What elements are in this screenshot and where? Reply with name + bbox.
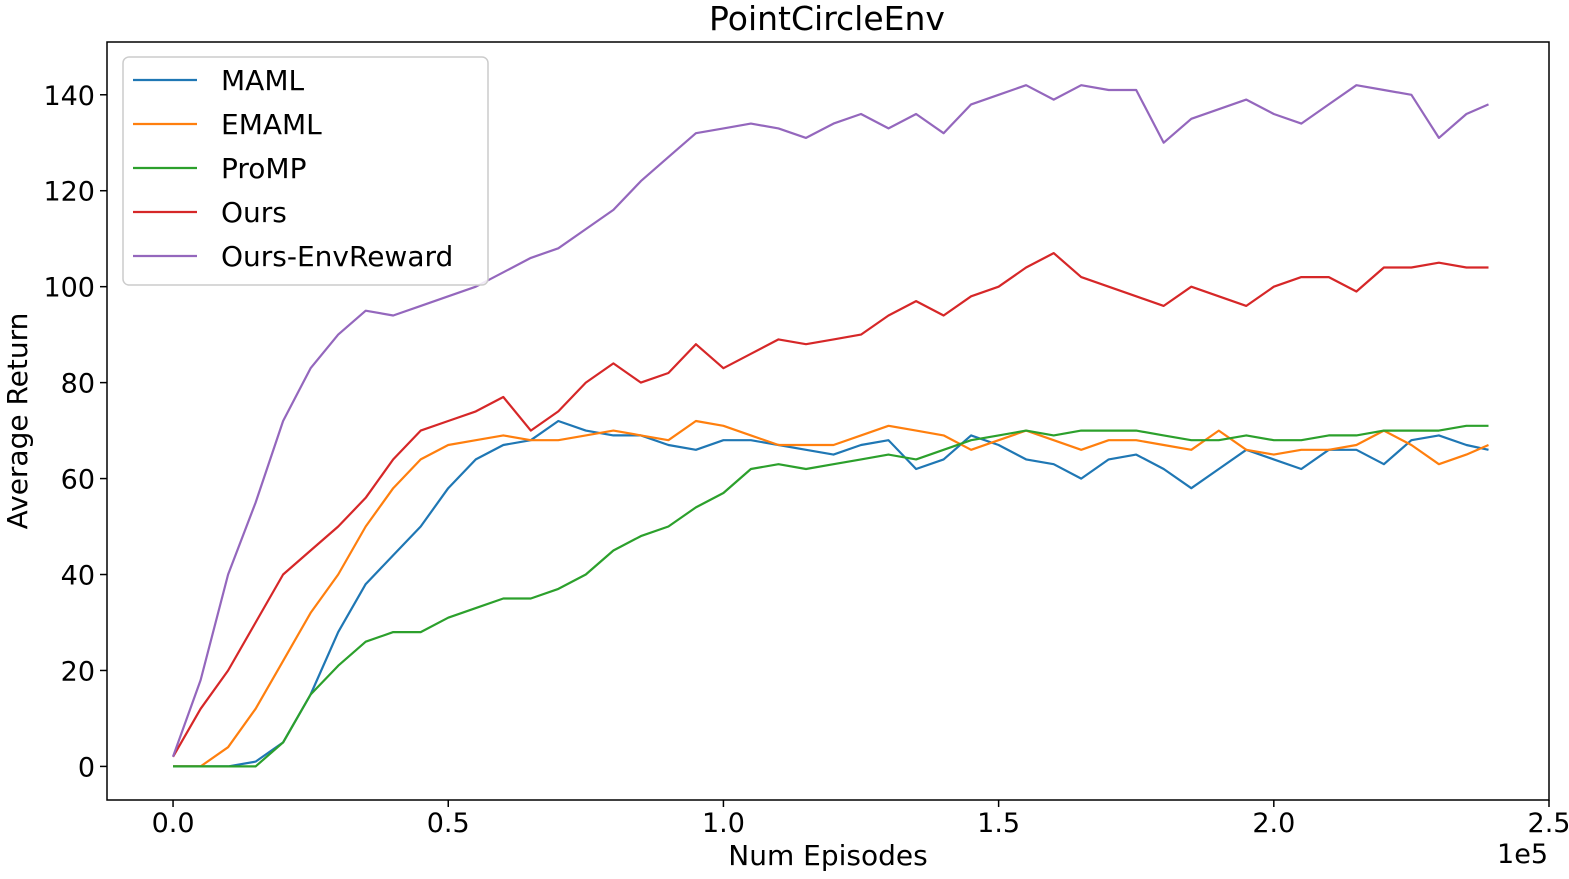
series-line-4 <box>171 84 1489 758</box>
x-tick-label: 1.0 <box>702 808 745 839</box>
y-axis-title: Average Return <box>1 313 34 530</box>
plot-frame <box>106 41 1550 801</box>
legend-label: MAML <box>221 64 304 97</box>
y-tick-label: 40 <box>61 561 95 592</box>
y-tick-label: 120 <box>43 177 95 208</box>
x-axis-title: Num Episodes <box>728 839 927 872</box>
x-axis-offset-label: 1e5 <box>1497 839 1548 870</box>
series-line-1 <box>173 419 1489 768</box>
legend-label: Ours <box>221 196 287 229</box>
y-tick-label: 100 <box>43 273 95 304</box>
legend-box <box>122 56 489 286</box>
y-tick-label: 0 <box>78 752 95 783</box>
legend: MAML EMAML ProMP Ours Ours-EnvReward <box>122 56 489 286</box>
y-tick-label: 80 <box>61 369 95 400</box>
plot-lines <box>171 84 1489 768</box>
x-tick-label: 1.5 <box>977 808 1020 839</box>
y-axis-ticks: 0 20 40 60 80 100 120 140 <box>43 81 107 783</box>
x-tick-label: 0.0 <box>152 808 195 839</box>
legend-label: Ours-EnvReward <box>221 240 453 273</box>
legend-label: EMAML <box>221 108 322 141</box>
x-tick-label: 2.0 <box>1252 808 1295 839</box>
x-tick-label: 0.5 <box>427 808 470 839</box>
x-axis-ticks: 0.0 0.5 1.0 1.5 2.0 2.5 <box>152 800 1569 839</box>
legend-label: ProMP <box>221 152 306 185</box>
x-tick-label: 2.5 <box>1528 808 1569 839</box>
y-tick-label: 20 <box>61 656 95 687</box>
y-tick-label: 60 <box>61 465 95 496</box>
y-tick-label: 140 <box>43 81 95 112</box>
series-line-3 <box>172 252 1489 758</box>
series-line-2 <box>173 424 1489 768</box>
series-line-0 <box>173 419 1489 768</box>
chart-title: PointCircleEnv <box>709 0 945 38</box>
